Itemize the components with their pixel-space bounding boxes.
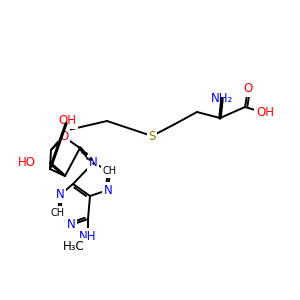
Text: O: O [59, 130, 69, 143]
Text: N: N [103, 184, 112, 196]
Text: NH: NH [79, 230, 97, 242]
Text: NH₂: NH₂ [211, 92, 233, 106]
Text: N: N [88, 157, 98, 169]
Text: S: S [148, 130, 156, 142]
Text: H₃C: H₃C [63, 239, 85, 253]
Text: HO: HO [18, 157, 36, 169]
Text: CH: CH [51, 208, 65, 218]
Text: CH: CH [103, 166, 117, 176]
Text: OH: OH [58, 115, 76, 128]
Text: O: O [243, 82, 253, 95]
Text: N: N [67, 218, 75, 232]
Text: OH: OH [256, 106, 274, 119]
Text: N: N [56, 188, 64, 202]
